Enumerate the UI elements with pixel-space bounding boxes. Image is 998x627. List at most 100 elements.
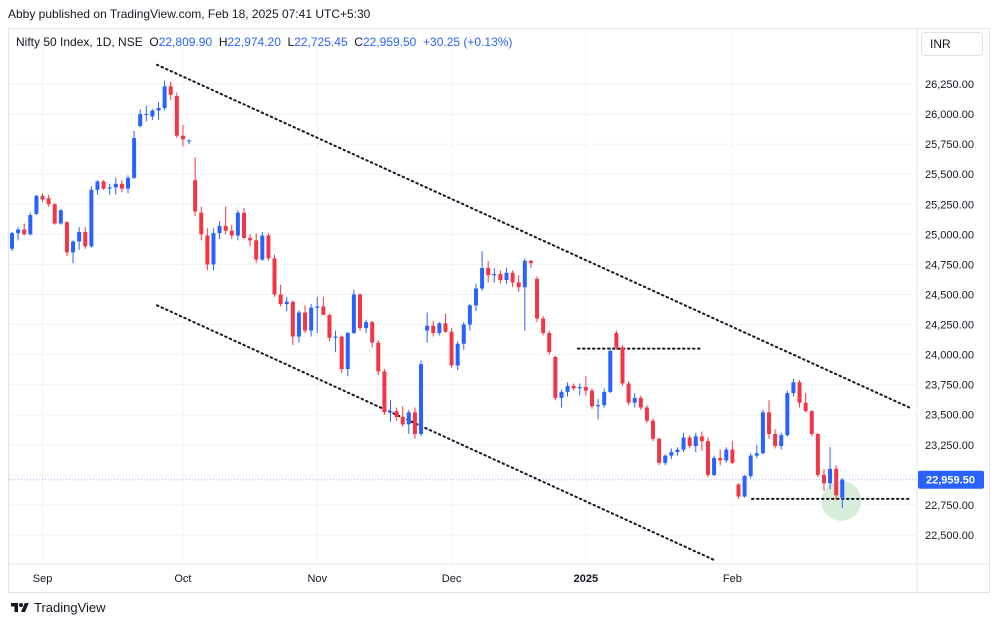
- candle: [791, 378, 796, 397]
- candle-body: [828, 468, 833, 484]
- candle-body: [608, 350, 613, 392]
- candle-body: [620, 347, 625, 384]
- candle-body: [168, 86, 173, 95]
- candle: [828, 447, 833, 490]
- candle: [345, 331, 350, 377]
- candle: [199, 206, 204, 241]
- candle: [608, 347, 613, 394]
- candle: [681, 432, 686, 453]
- candle: [589, 388, 594, 409]
- candle: [809, 409, 814, 437]
- candle: [64, 221, 69, 256]
- y-tick-label: 24,500.00: [925, 289, 974, 301]
- candle-body: [119, 183, 124, 189]
- candle-body: [382, 371, 387, 413]
- candle: [376, 340, 381, 376]
- footer-brand[interactable]: TradingView: [10, 600, 106, 615]
- candle: [412, 407, 417, 439]
- candle: [296, 310, 301, 343]
- currency-selector[interactable]: INR: [921, 32, 983, 56]
- candle-body: [364, 322, 369, 329]
- candle-body: [535, 278, 540, 319]
- candle: [229, 224, 234, 240]
- candle-body: [248, 237, 253, 241]
- candle: [467, 304, 472, 331]
- candle: [419, 360, 424, 437]
- candle: [327, 313, 332, 342]
- candle-body: [254, 240, 259, 260]
- candle-body: [370, 322, 375, 343]
- candle-body: [504, 272, 509, 281]
- candle-body: [638, 397, 643, 408]
- legend-low-value: 22,725.45: [294, 35, 348, 49]
- candle-body: [473, 288, 478, 306]
- candle: [241, 207, 246, 240]
- y-tick-label: 23,750.00: [925, 380, 974, 392]
- candle: [535, 276, 540, 323]
- x-tick-label: Nov: [307, 573, 327, 585]
- x-tick-label: Dec: [442, 573, 462, 585]
- candle: [779, 432, 784, 450]
- trendlines: [156, 63, 913, 562]
- candle-body: [266, 235, 271, 259]
- legend-low-label: L: [287, 35, 295, 49]
- candle: [138, 109, 143, 128]
- candle: [303, 305, 308, 333]
- candle: [449, 328, 454, 368]
- candle-body: [467, 305, 472, 325]
- candle-body: [52, 204, 57, 224]
- candle: [565, 382, 570, 397]
- candle: [162, 80, 167, 111]
- y-tick-label: 24,000.00: [925, 350, 974, 362]
- candle-body: [71, 241, 76, 253]
- candle: [235, 210, 240, 241]
- candle-body: [522, 260, 527, 288]
- candle-body: [541, 318, 546, 333]
- candle: [803, 393, 808, 413]
- candle: [821, 468, 826, 491]
- highlight-circle: [821, 480, 862, 521]
- candle-body: [150, 110, 155, 117]
- candle: [309, 304, 314, 337]
- candle: [455, 341, 460, 371]
- candle: [699, 431, 704, 451]
- candle: [742, 474, 747, 498]
- candle: [370, 320, 375, 348]
- candle-body: [498, 274, 503, 281]
- candle: [718, 449, 723, 466]
- legend-high-label: H: [218, 35, 228, 49]
- candle-body: [138, 114, 143, 127]
- candle-body: [229, 230, 234, 236]
- candle: [132, 130, 137, 180]
- candle: [107, 183, 112, 195]
- candle: [125, 175, 130, 194]
- candle: [321, 296, 326, 315]
- candle: [400, 406, 405, 427]
- candle: [22, 223, 27, 236]
- candle-body: [797, 382, 802, 403]
- candle: [174, 92, 179, 139]
- candle: [83, 227, 88, 249]
- candle-body: [767, 412, 772, 434]
- candle: [351, 289, 356, 335]
- candle: [95, 180, 100, 195]
- candle-body: [730, 449, 735, 463]
- candle: [528, 259, 533, 269]
- candle: [669, 448, 674, 460]
- candle: [840, 477, 845, 508]
- y-tick-label: 23,500.00: [925, 410, 974, 422]
- candle-body: [278, 294, 283, 305]
- candle-body: [406, 412, 411, 425]
- y-tick-label: 26,250.00: [925, 79, 974, 91]
- last-price-label: 22,959.50: [926, 475, 975, 487]
- candle: [730, 441, 735, 465]
- candle-body: [144, 114, 149, 116]
- candle-body: [309, 307, 314, 331]
- candle: [705, 437, 710, 478]
- candle-body: [162, 86, 167, 109]
- candle: [284, 296, 289, 312]
- candle: [119, 180, 124, 193]
- candle-body: [589, 390, 594, 407]
- candle-body: [303, 312, 308, 331]
